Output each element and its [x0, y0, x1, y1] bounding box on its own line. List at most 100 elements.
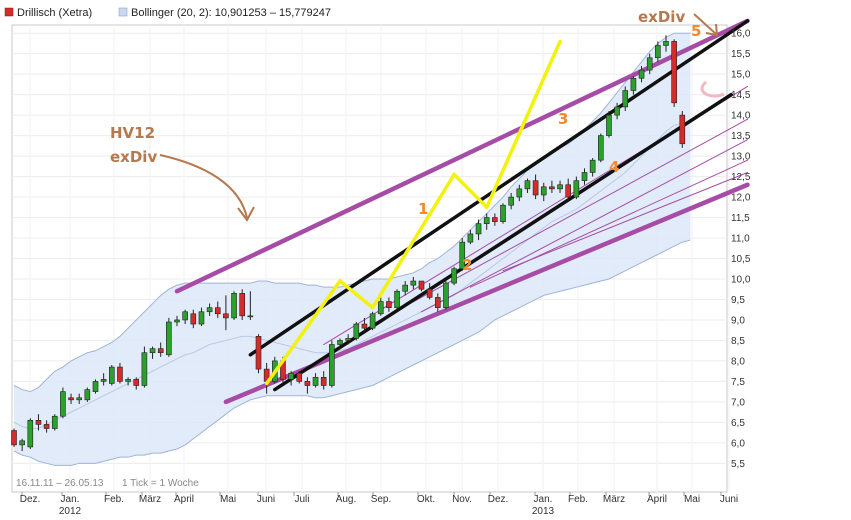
candle-body: [524, 180, 531, 190]
y-tick-label: 12,0: [731, 193, 751, 204]
x-tick-label: Jan.: [534, 494, 553, 505]
candle-body: [565, 184, 572, 198]
candle-body: [606, 114, 612, 136]
candle-body: [386, 301, 392, 308]
candle-body: [655, 45, 661, 59]
y-tick-label: 12,5: [731, 172, 751, 183]
candle-body: [182, 311, 188, 321]
x-tick-label: Dez.: [20, 494, 41, 505]
candle-body: [141, 352, 148, 386]
x-tick-label: März: [603, 494, 625, 505]
candle-body: [255, 336, 262, 370]
y-tick-label: 11,0: [731, 234, 750, 245]
y-tick-label: 7,5: [731, 377, 745, 388]
candle-body: [532, 180, 539, 196]
candle-body: [337, 340, 343, 345]
candle-body: [443, 282, 449, 308]
y-tick-label: 9,0: [731, 315, 745, 326]
x-tick-label: Feb.: [568, 494, 588, 505]
candle-body: [589, 159, 596, 173]
bollinger-middle: [13, 120, 691, 430]
y-tick-label: 6,0: [731, 438, 745, 449]
y-tick-label: 5,5: [731, 459, 745, 470]
x-tick-label: Okt.: [417, 494, 435, 505]
thin-channel-line: [372, 118, 748, 325]
footer-tick: 1 Tick = 1 Woche: [122, 478, 199, 489]
candle-body: [223, 313, 229, 319]
candle-body: [117, 366, 123, 382]
candle-body: [239, 293, 245, 317]
wave-segment: [264, 279, 342, 386]
candle-body: [11, 430, 17, 446]
x-tick-label: Mai: [684, 494, 700, 505]
candle-body: [663, 41, 669, 46]
candle-body: [100, 379, 107, 382]
x-tick-label: Nov.: [452, 494, 472, 505]
legend-series-swatch: [4, 7, 14, 17]
candle-body: [35, 420, 42, 425]
arrow-exdiv-left: [159, 154, 248, 219]
wave-segment: [338, 279, 375, 310]
candle-body: [508, 196, 514, 206]
y-tick-label: 8,0: [731, 356, 745, 367]
candle-body: [614, 106, 620, 116]
candle-body: [451, 268, 457, 284]
y-tick-label: 11,5: [731, 213, 750, 224]
y-tick-label: 7,0: [731, 397, 745, 408]
wave-label-4: 4: [609, 158, 619, 176]
legend-bollinger-label: Bollinger (20, 2): 10,901253 – 15,779247: [131, 7, 331, 19]
candle-body: [198, 311, 205, 325]
candle-body: [43, 424, 50, 429]
candle-body: [329, 344, 335, 386]
candle-body: [597, 135, 604, 161]
wave-label-1: 1: [418, 200, 428, 218]
x-year-label: 2013: [532, 506, 555, 517]
bollinger-lower: [13, 239, 691, 466]
elliott-waves: [264, 39, 562, 386]
candle-body: [377, 301, 384, 315]
candle-body: [125, 379, 131, 382]
candle-body: [174, 319, 180, 323]
y-tick-label: 14,0: [731, 111, 751, 122]
thin-channel-line: [502, 171, 748, 272]
wave-segment: [452, 172, 489, 210]
candle-body: [475, 223, 482, 235]
x-tick-label: März: [139, 494, 161, 505]
candle-body: [304, 381, 311, 386]
candle-body: [410, 280, 417, 286]
candle-body: [92, 381, 99, 392]
candle-body: [353, 323, 360, 339]
candle-body: [133, 379, 140, 386]
candle-body: [109, 366, 115, 384]
wave-label-3: 3: [558, 110, 568, 128]
candle-body: [288, 372, 294, 380]
x-tick-label: Juli: [294, 494, 309, 505]
candle-body: [247, 315, 254, 318]
candle-body: [166, 321, 172, 356]
candle-body: [622, 90, 629, 108]
candle-body: [345, 338, 351, 341]
x-tick-label: Juni: [257, 494, 275, 505]
candle-body: [516, 188, 523, 198]
y-axis: 5,5 6,0 6,5 7,0 7,5 8,0 8,5 9,0 9,5 10,0 10,5 11,0 1…: [731, 29, 751, 470]
gap-highlight: [700, 80, 725, 98]
y-tick-label: 13,0: [731, 152, 751, 163]
candle-body: [60, 391, 66, 417]
candle-body: [557, 184, 563, 190]
x-tick-label: April: [174, 494, 194, 505]
y-tick-label: 14,5: [731, 90, 751, 101]
candle-body: [549, 186, 555, 190]
candle-body: [394, 290, 400, 308]
candle-body: [27, 420, 34, 448]
candle-body: [320, 376, 327, 386]
candle-body: [500, 204, 506, 222]
wave-label-2: 2: [462, 256, 472, 274]
candle-body: [671, 41, 677, 104]
candle-body: [418, 280, 425, 290]
x-tick-label: Feb.: [104, 494, 124, 505]
candle-body: [679, 114, 686, 145]
candle-body: [573, 180, 580, 198]
arrow-exdiv-right-head: [705, 23, 719, 37]
x-axis: Dez. Jan. Feb. März April Mai Juni Juli Aug. Sep.…: [20, 492, 738, 517]
candle-body: [68, 397, 74, 401]
